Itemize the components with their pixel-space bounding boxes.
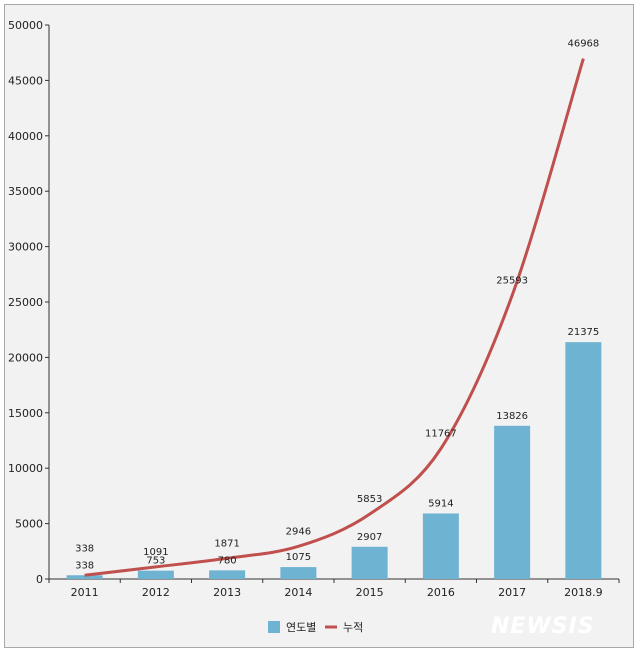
x-tick-label: 2016 (427, 586, 455, 599)
line-data-label: 11767 (425, 429, 457, 440)
bar-data-label: 780 (218, 555, 237, 566)
x-axis: 2011 2012 2013 2014 2015 2016 2017 2018.9 (48, 578, 620, 599)
bar (422, 513, 459, 579)
y-tick-label: 20000 (8, 351, 43, 364)
legend-label-bar: 연도별 (286, 621, 316, 634)
bar (351, 546, 388, 579)
line-data-label: 46968 (567, 39, 599, 50)
bar-data-label: 338 (75, 560, 94, 571)
y-tick-label: 15000 (8, 407, 43, 420)
cumulative-line (84, 58, 585, 577)
line-data-label: 25593 (496, 275, 528, 286)
y-tick-label: 5000 (15, 518, 43, 531)
chart-svg: 0 5000 10000 15000 20000 25000 30000 35000 40000… (8, 19, 620, 639)
bar-data-label: 2907 (357, 532, 382, 543)
x-tick-label: 2014 (284, 586, 312, 599)
legend-swatch-bar (268, 621, 280, 633)
y-axis: 0 5000 10000 15000 20000 25000 30000 35000 40000… (8, 19, 50, 586)
watermark: NEWSIS (491, 614, 595, 639)
chart-frame: 0 5000 10000 15000 20000 25000 30000 35000 40000… (4, 4, 634, 648)
line-data-label: 1091 (143, 547, 168, 558)
bar-data-label: 21375 (567, 327, 599, 338)
line-data-label: 2946 (286, 526, 311, 537)
bar-series (66, 342, 602, 579)
y-tick-label: 10000 (8, 462, 43, 475)
data-labels: 338 753 780 1075 2907 5914 13826 21375 338 1091 18… (75, 39, 599, 572)
legend: 연도별 누적 (268, 621, 363, 634)
y-tick-label: 35000 (8, 185, 43, 198)
bar-data-label: 1075 (286, 552, 311, 563)
bar (565, 342, 602, 579)
y-tick-label: 45000 (8, 74, 43, 87)
bar-data-label: 753 (146, 556, 165, 567)
x-tick-label: 2011 (71, 586, 99, 599)
bar (280, 567, 317, 579)
y-tick-label: 0 (36, 573, 43, 586)
bar-data-label: 5914 (428, 498, 453, 509)
y-tick-label: 50000 (8, 19, 43, 32)
line-data-label: 5853 (357, 494, 382, 505)
bar (209, 570, 246, 579)
x-tick-label: 2017 (498, 586, 526, 599)
legend-label-line: 누적 (343, 621, 363, 634)
x-tick-label: 2018.9 (564, 586, 603, 599)
y-tick-label: 40000 (8, 130, 43, 143)
y-tick-label: 30000 (8, 241, 43, 254)
line-data-label: 338 (75, 543, 94, 554)
bar (494, 425, 531, 579)
watermark-text: NEWSIS (491, 614, 595, 639)
y-tick-label: 25000 (8, 296, 43, 309)
x-tick-label: 2013 (213, 586, 241, 599)
bar-data-label: 13826 (496, 411, 528, 422)
bar (137, 570, 174, 579)
bar (66, 575, 103, 579)
line-data-label: 1871 (214, 538, 239, 549)
x-tick-label: 2015 (356, 586, 384, 599)
x-tick-label: 2012 (142, 586, 170, 599)
line-series (84, 58, 585, 577)
